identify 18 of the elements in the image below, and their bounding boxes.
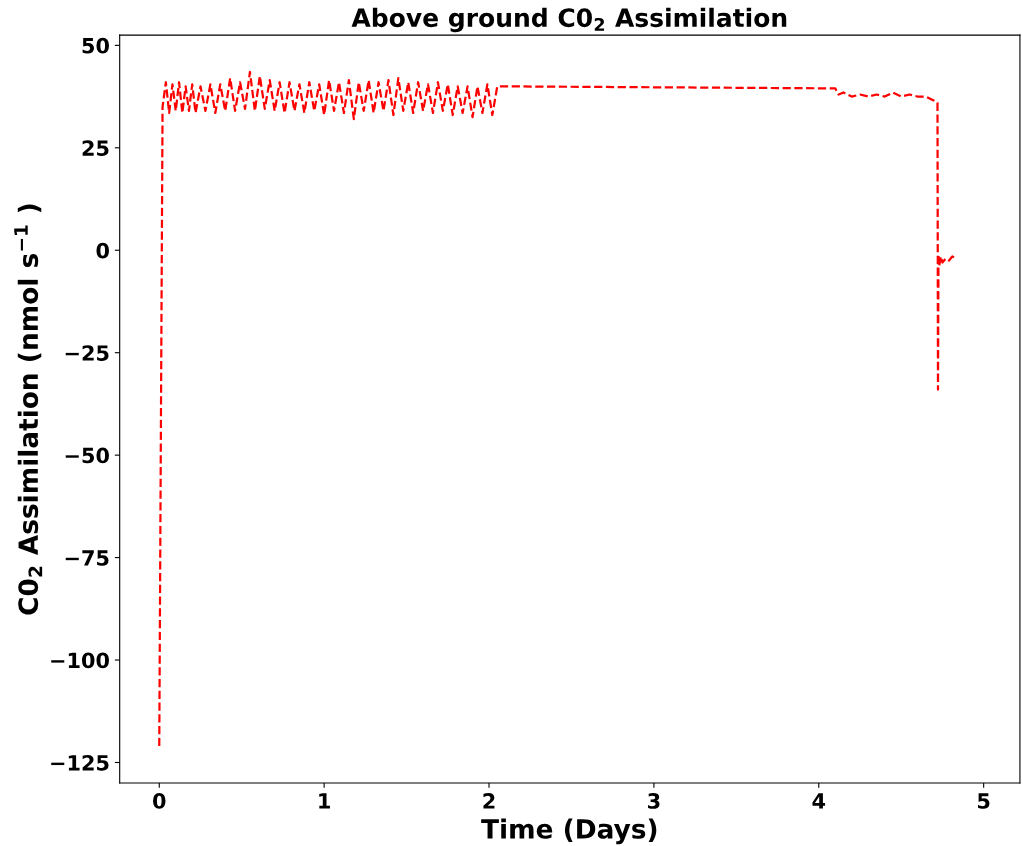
x-tick-label: 5 xyxy=(978,793,990,809)
y-tick-label: −50 xyxy=(65,447,109,464)
x-tick-label: 3 xyxy=(648,793,660,809)
y-tick-label: −25 xyxy=(65,345,109,361)
y-tick-label: −100 xyxy=(51,652,109,669)
y-axis-title: C0$_{2}$ Assimilation (nmol s$^{−1}$ ) xyxy=(14,204,43,615)
y-tick-label: −125 xyxy=(51,754,109,771)
x-tick-label: 1 xyxy=(319,793,330,809)
x-axis-title: Time (Days) xyxy=(481,818,657,845)
y-tick-label: −75 xyxy=(65,550,109,566)
x-tick-label: 4 xyxy=(812,793,826,809)
y-tick-label: 50 xyxy=(82,37,109,54)
x-tick-label: 0 xyxy=(153,793,166,809)
chart-title: Above ground C0$_{2}$ Assimilation xyxy=(351,7,787,33)
y-tick-label: 0 xyxy=(96,242,109,259)
line-series xyxy=(158,70,957,748)
y-tick-label: 25 xyxy=(82,140,109,157)
x-tick-label: 2 xyxy=(483,793,495,809)
